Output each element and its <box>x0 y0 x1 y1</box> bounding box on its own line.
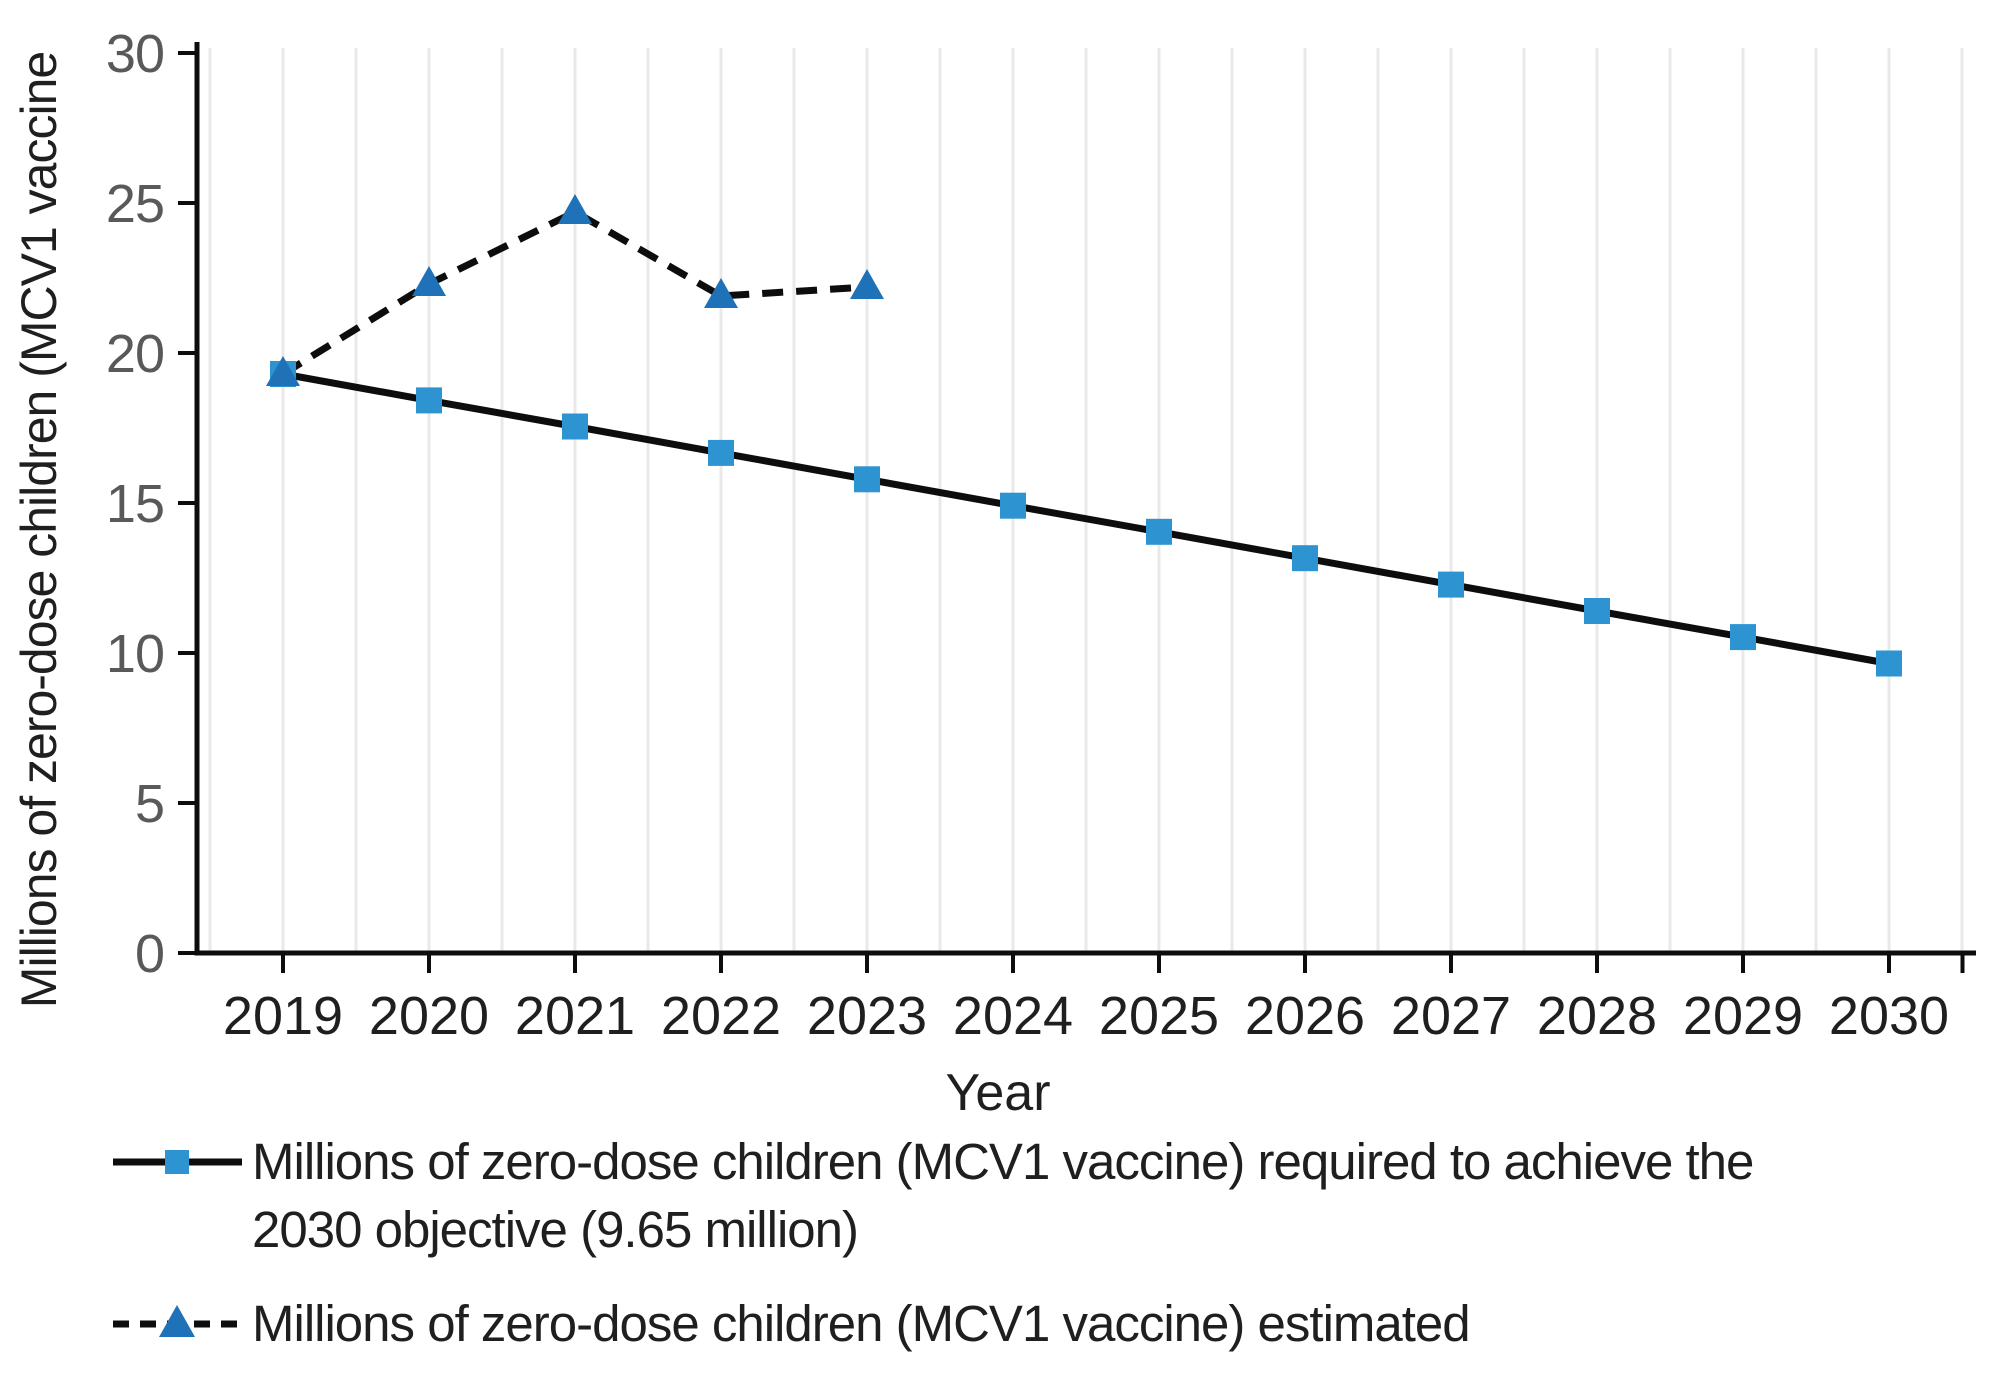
estimated-point-marker <box>704 278 738 308</box>
x-tick-label: 2025 <box>1099 986 1219 1046</box>
legend: Millions of zero-dose children (MCV1 vac… <box>113 1133 1754 1352</box>
legend-required-label-line2: 2030 objective (9.65 million) <box>252 1201 858 1258</box>
y-tick-label: 20 <box>106 324 164 384</box>
required-point-marker <box>1438 571 1464 598</box>
x-tick-label: 2026 <box>1245 986 1365 1046</box>
required-point-marker <box>854 466 880 493</box>
x-tick-label: 2022 <box>661 986 781 1046</box>
required-point-marker <box>1584 598 1610 624</box>
x-axis-title: Year <box>945 1064 1050 1122</box>
legend-required-label-line1: Millions of zero-dose children (MCV1 vac… <box>252 1133 1753 1190</box>
y-tick-label: 0 <box>135 924 164 984</box>
x-tick-label: 2028 <box>1537 986 1657 1046</box>
y-axis-title: Millions of zero-dose children (MCV1 vac… <box>11 52 67 1008</box>
required-series-line <box>279 370 1893 667</box>
y-tick-label: 25 <box>106 174 164 234</box>
y-tick-label: 5 <box>135 774 164 834</box>
required-point-marker <box>1000 492 1026 519</box>
required-point-marker <box>416 387 442 414</box>
y-tick-label: 30 <box>106 24 164 84</box>
estimated-series-line <box>281 208 868 377</box>
legend-estimated-triangle-marker <box>159 1305 195 1337</box>
y-tick-label: 10 <box>106 624 164 684</box>
estimated-point-marker <box>558 194 592 224</box>
estimated-point-marker <box>850 269 884 299</box>
required-point-marker <box>1146 518 1172 545</box>
data-series <box>266 194 1902 677</box>
gridlines <box>208 48 1964 951</box>
x-tick-label: 2024 <box>953 986 1073 1046</box>
legend-required-square-marker <box>165 1150 189 1174</box>
required-point-marker <box>1876 650 1902 677</box>
x-tick-label: 2030 <box>1829 986 1949 1046</box>
x-tick-label: 2021 <box>515 986 635 1046</box>
x-tick-label: 2029 <box>1683 986 1803 1046</box>
x-tick-label: 2027 <box>1391 986 1511 1046</box>
required-point-marker <box>708 439 734 466</box>
estimated-point-marker <box>266 356 300 386</box>
x-tick-label: 2023 <box>807 986 927 1046</box>
required-point-marker <box>1292 545 1318 572</box>
x-tick-label: 2019 <box>223 986 343 1046</box>
x-tick-label: 2020 <box>369 986 489 1046</box>
axes <box>178 42 1976 973</box>
legend-estimated-label: Millions of zero-dose children (MCV1 vac… <box>252 1295 1470 1352</box>
estimated-point-marker <box>412 266 446 296</box>
y-tick-label: 15 <box>106 474 164 534</box>
required-point-marker <box>1730 624 1756 651</box>
required-point-marker <box>562 413 588 440</box>
